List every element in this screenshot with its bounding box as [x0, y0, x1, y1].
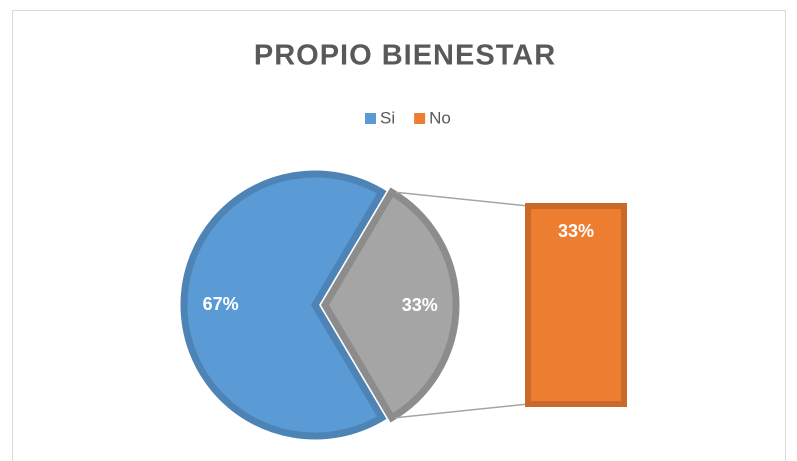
data-label: 33% [558, 221, 594, 241]
legend-label: Si [380, 108, 395, 127]
data-label: 67% [203, 294, 239, 314]
legend-swatch [414, 113, 426, 124]
data-label: 33% [402, 295, 438, 315]
connector [395, 403, 529, 419]
bar [525, 203, 627, 407]
pie-slice-other [320, 187, 460, 423]
legend-swatch [365, 113, 376, 124]
chart-title: PROPIO BIENESTAR [254, 40, 556, 72]
connector [395, 191, 529, 207]
legend-label: No [429, 108, 451, 127]
pie-slice [180, 170, 387, 440]
